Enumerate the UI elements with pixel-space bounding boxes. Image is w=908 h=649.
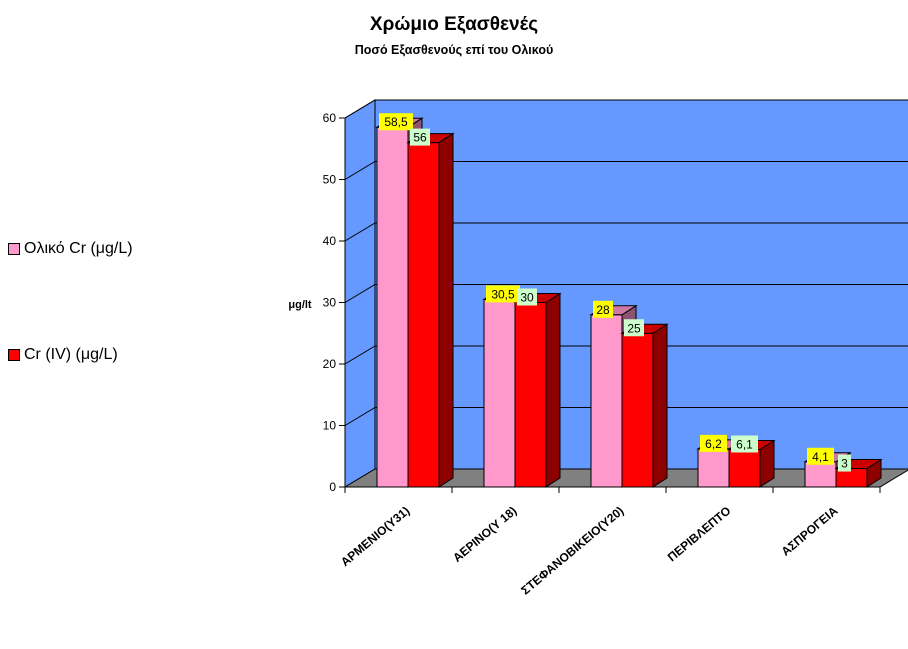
legend-label-total-cr: Ολικό Cr (μg/L) <box>24 240 133 257</box>
legend-swatch-cr-iv <box>8 349 20 361</box>
x-tick-label-1: ΑΡΜΕΝΙΟ(Υ31) <box>338 504 412 570</box>
data-label-s2-4: 6,1 <box>736 437 753 451</box>
x-tick-label-3: ΣΤΕΦΑΝΟΒΙΚΕΙΟ(Υ20) <box>518 504 626 598</box>
data-label-s2-3: 25 <box>627 321 641 335</box>
data-label-s2-1: 56 <box>413 131 427 145</box>
legend-item-total-cr: Ολικό Cr (μg/L) <box>8 240 133 258</box>
data-label-s2-5: 3 <box>841 457 848 471</box>
y-tick-label-6: 60 <box>323 111 337 125</box>
x-tick-label-5: ΑΣΠΡΟΓΕΙΑ <box>779 503 841 558</box>
data-label-bg-s1-1 <box>379 113 413 131</box>
data-label-s1-1: 58,5 <box>384 115 408 129</box>
gridline-5 <box>344 161 908 180</box>
data-label-bg-s1-4 <box>700 434 727 452</box>
bar-front <box>407 142 440 488</box>
data-label-bg-s1-3 <box>593 300 613 318</box>
y-tick-label-2: 20 <box>323 357 337 371</box>
y-axis-label: μg/lt <box>288 299 312 311</box>
bar-side <box>652 323 668 488</box>
y-tick-label-3: 30 <box>323 296 337 310</box>
y-tick-label-4: 40 <box>323 234 337 248</box>
data-label-s1-2: 30,5 <box>491 287 515 301</box>
bar-series2-3 <box>620 323 669 488</box>
bar-front <box>376 126 409 488</box>
bar-front <box>590 314 623 488</box>
legend-swatch-total-cr <box>8 243 20 255</box>
bar-series2-1 <box>406 132 455 488</box>
bar-side <box>545 292 561 488</box>
data-label-bg-s2-5 <box>838 454 851 472</box>
y-tick-label-1: 10 <box>323 419 337 433</box>
bar-front <box>728 448 761 488</box>
x-tick-label-4: ΠΕΡΙΒΛΕΠΤΟ <box>665 504 734 565</box>
gridline-2 <box>344 345 908 365</box>
bar-side <box>438 132 454 488</box>
bar-front <box>514 302 547 488</box>
legend-label-cr-iv: Cr (IV) (μg/L) <box>24 346 118 363</box>
data-label-s1-4: 6,2 <box>705 437 722 451</box>
data-label-bg-s1-5 <box>807 447 834 465</box>
data-label-s1-5: 4,1 <box>812 450 829 464</box>
data-label-bg-s2-1 <box>410 128 430 146</box>
bar-front <box>621 332 654 488</box>
y-tick-label-5: 50 <box>323 173 337 187</box>
bar-front <box>483 298 516 488</box>
gridline-6 <box>344 99 908 119</box>
chart-title: Χρώμιο Εξασθενές <box>369 14 539 35</box>
gridline-1 <box>344 407 908 426</box>
bar-series2-2 <box>513 292 562 488</box>
data-label-bg-s1-2 <box>486 285 520 303</box>
gridline-3 <box>344 284 908 303</box>
bar-front <box>697 448 730 488</box>
data-label-bg-s2-4 <box>731 435 758 453</box>
gridline-4 <box>344 222 908 242</box>
chart-subtitle: Ποσό Εξασθενούς επί του Ολικού <box>354 43 554 57</box>
data-label-bg-s2-2 <box>517 288 537 306</box>
data-label-s2-2: 30 <box>520 291 534 305</box>
y-tick-label-0: 0 <box>329 480 336 494</box>
data-label-bg-s2-3 <box>624 319 644 337</box>
bar-front <box>804 461 837 488</box>
legend-item-cr-iv: Cr (IV) (μg/L) <box>8 346 118 364</box>
x-tick-label-2: ΑΕΡΙΝΟ(Υ 18) <box>450 504 519 565</box>
data-label-s1-3: 28 <box>596 303 610 317</box>
